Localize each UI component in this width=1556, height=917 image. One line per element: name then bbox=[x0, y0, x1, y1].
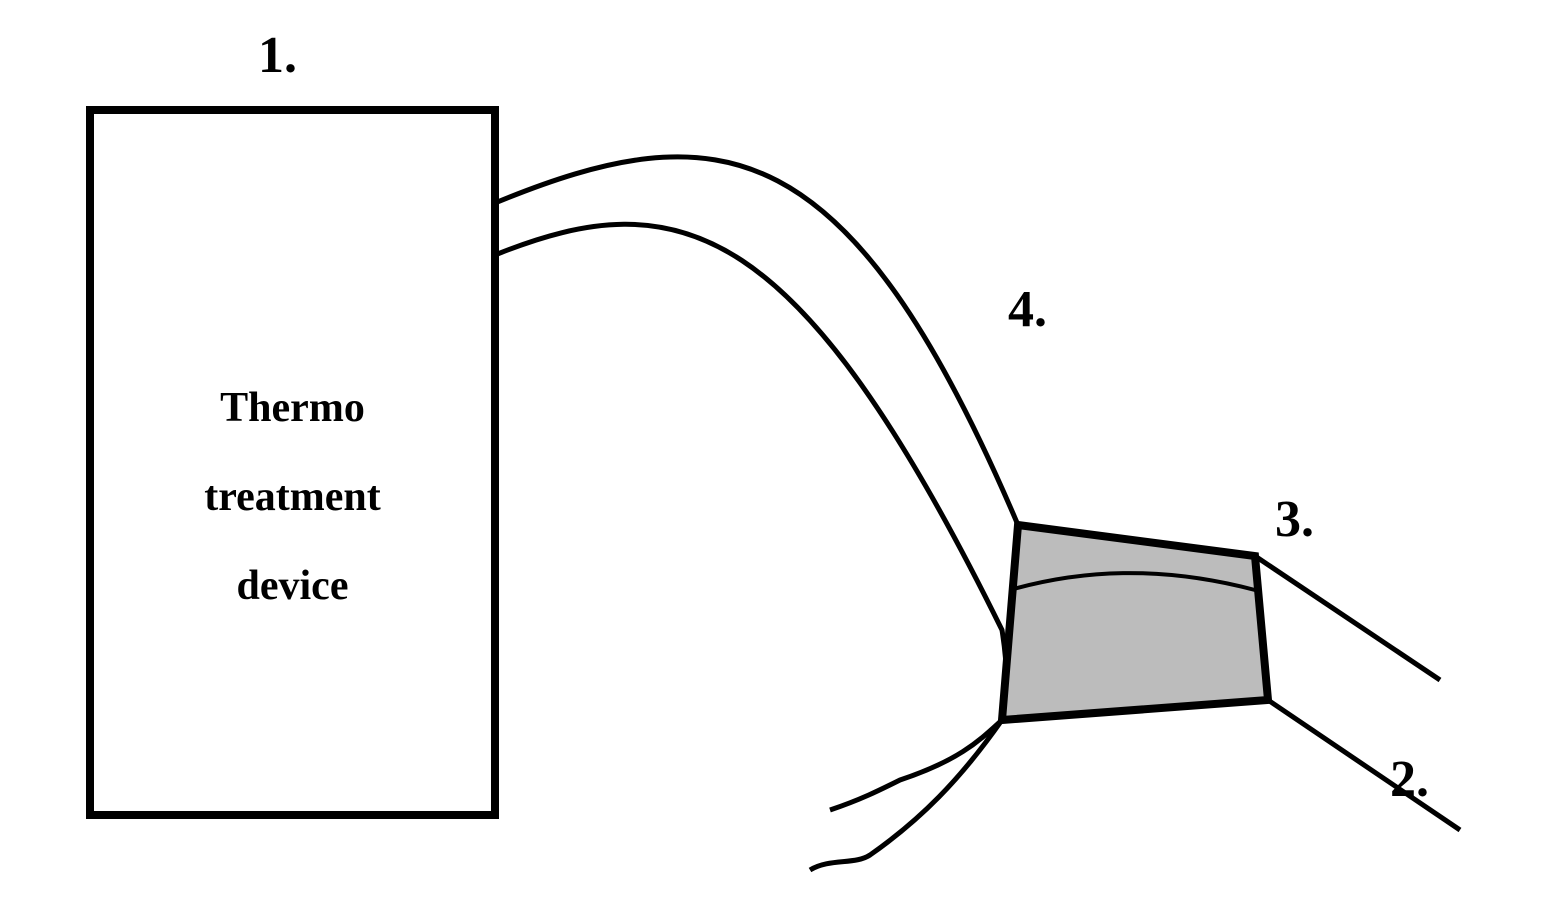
marker-3: 3. bbox=[1275, 490, 1314, 549]
thigh-lower-line bbox=[1268, 700, 1460, 830]
knee-pad bbox=[1002, 525, 1268, 720]
device-label-line2: treatment bbox=[90, 464, 495, 531]
tube-upper-curve bbox=[495, 157, 1018, 525]
shin-front-line bbox=[830, 720, 1002, 810]
device-label-line3: device bbox=[90, 553, 495, 620]
marker-2: 2. bbox=[1390, 750, 1429, 809]
device-label: Thermo treatment device bbox=[90, 375, 495, 621]
device-label-line1: Thermo bbox=[90, 375, 495, 442]
tube-lower-curve bbox=[495, 224, 1006, 720]
marker-4: 4. bbox=[1008, 280, 1047, 339]
thigh-upper-line bbox=[1255, 556, 1440, 680]
marker-1: 1. bbox=[258, 26, 297, 85]
